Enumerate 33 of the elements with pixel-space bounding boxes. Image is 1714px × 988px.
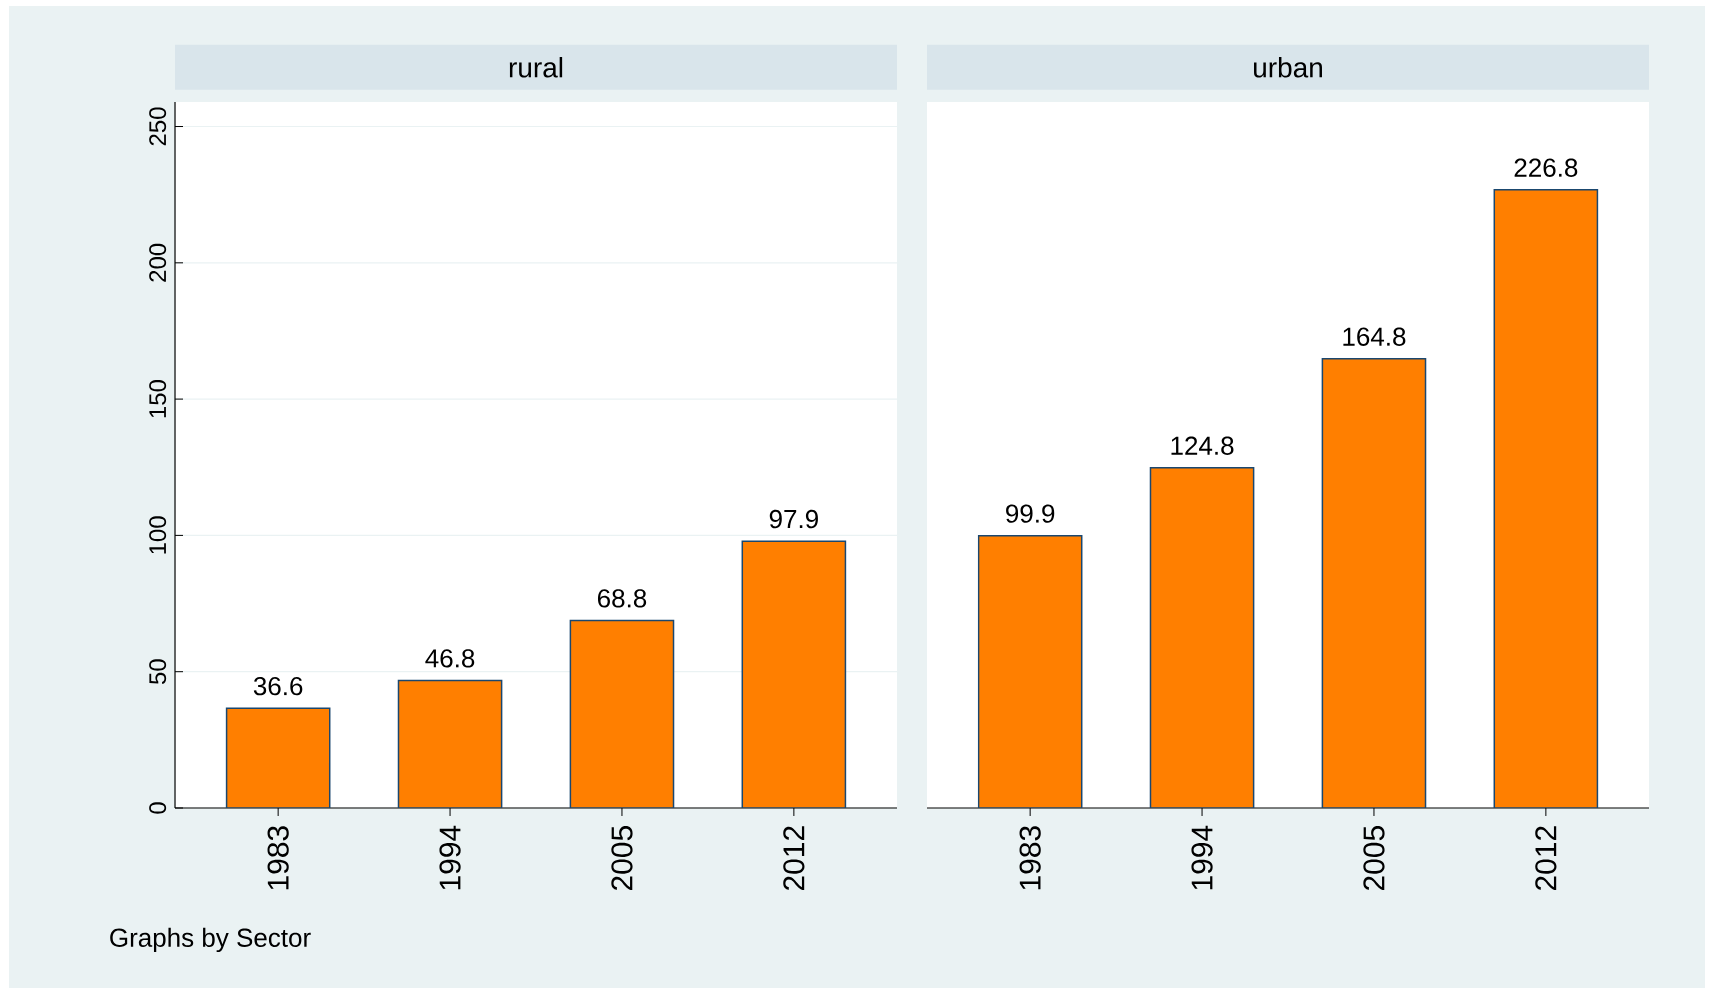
bar: [1493, 189, 1599, 808]
data-label: 36.6: [253, 676, 303, 696]
x-tick-label: 1994: [439, 825, 461, 890]
bar: [569, 619, 675, 808]
y-tick-label: 50: [149, 659, 167, 685]
bar: [1321, 358, 1427, 808]
bar: [741, 540, 847, 808]
y-tick-label: 200: [149, 243, 167, 282]
bar: [1149, 467, 1255, 808]
x-tick-label: 2012: [1535, 826, 1557, 891]
bar: [397, 679, 503, 808]
bar: [977, 534, 1083, 808]
chart-title: rural: [509, 57, 563, 78]
y-tick-label: 100: [149, 516, 167, 554]
text: Graphs by Sector: [110, 927, 311, 953]
y-tick-label: 250: [149, 107, 167, 146]
x-tick-label: 2005: [611, 826, 633, 891]
x-tick-label: 1994: [1191, 825, 1213, 890]
y-tick-label: 150: [149, 380, 167, 418]
x-tick-label: 2005: [1363, 826, 1385, 891]
data-label: 164.8: [1343, 327, 1406, 346]
y-tick-label: 0: [149, 802, 167, 814]
data-label: 97.9: [769, 509, 818, 529]
x-tick-label: 2012: [783, 826, 805, 891]
data-label: 46.8: [425, 649, 475, 668]
data-label: 68.8: [597, 589, 647, 608]
data-label: 124.8: [1171, 436, 1234, 455]
data-label: 99.9: [1006, 504, 1055, 523]
data-label: 226.8: [1514, 158, 1578, 177]
bar: [225, 707, 331, 808]
x-tick-label: 1983: [267, 826, 289, 890]
chart-title: urban: [1254, 57, 1322, 78]
x-tick-label: 1983: [1019, 826, 1041, 890]
